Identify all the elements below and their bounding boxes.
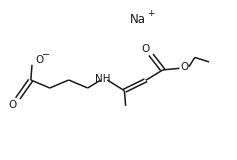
Text: −: −	[42, 50, 50, 60]
Text: O: O	[35, 55, 43, 65]
Text: Na: Na	[129, 13, 146, 26]
Text: +: +	[147, 9, 155, 18]
Text: O: O	[181, 62, 189, 72]
Text: O: O	[9, 100, 17, 110]
Text: NH: NH	[95, 74, 111, 84]
Text: O: O	[142, 44, 150, 54]
